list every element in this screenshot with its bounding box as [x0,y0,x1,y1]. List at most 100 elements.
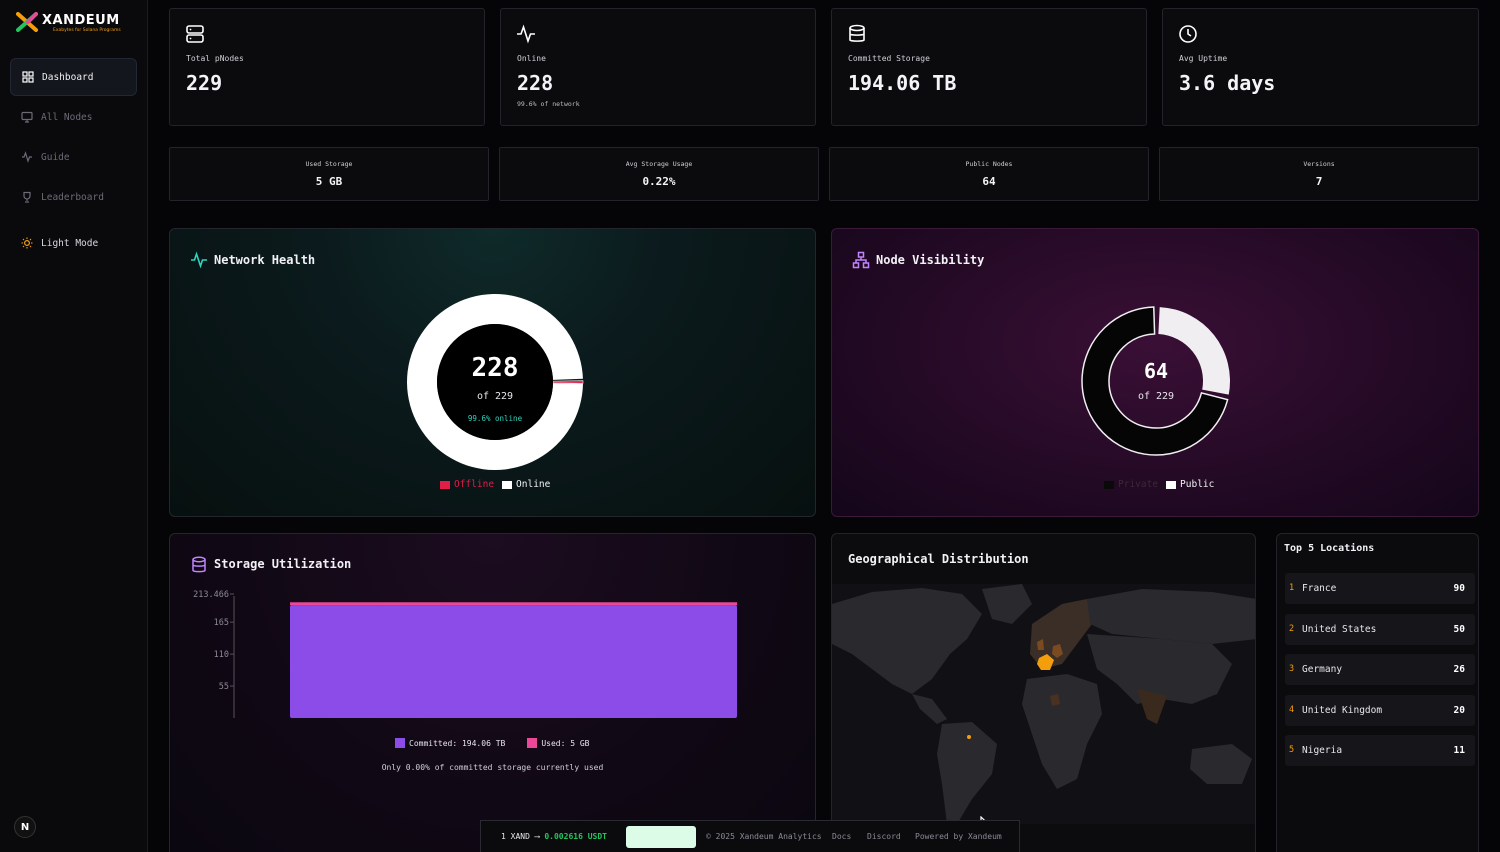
visibility-center-value: 64 [1143,359,1169,383]
powered-by-link[interactable]: Powered by Xandeum [915,832,1002,841]
mini-stat-versions: Versions 7 [1159,147,1479,201]
sidebar-item-label: Guide [41,151,70,163]
stat-label: Total pNodes [186,54,244,63]
discord-link[interactable]: Discord [867,832,901,841]
mini-stat-value: 64 [982,175,996,188]
stat-card-online: Online 228 99.6% of network [500,8,816,126]
user-avatar[interactable]: N [14,816,36,838]
world-map[interactable] [832,584,1256,824]
map-region-india[interactable] [1137,689,1167,724]
monitor-icon [21,111,33,123]
map-region-australia[interactable] [1190,744,1252,784]
map-region-europe[interactable] [1030,599,1092,669]
panel-title: Network Health [214,253,316,267]
copyright-text: © 2025 Xandeum Analytics [706,832,822,841]
donut-slice-offline[interactable] [552,380,584,384]
legend-swatch-online [502,480,513,489]
location-rank: 1 [1289,583,1295,593]
location-row[interactable]: 2 United States 50 [1285,614,1475,645]
theme-toggle-label: Light Mode [41,237,99,249]
storage-legend: Committed: 194.06 TB Used: 5 GB [395,738,590,748]
stat-value: 194.06 TB [848,71,957,95]
activity-icon [22,151,32,163]
sidebar-item-label: All Nodes [41,111,93,123]
mini-stat-avg-storage-usage: Avg Storage Usage 0.22% [499,147,819,201]
map-marker[interactable] [967,735,971,739]
map-region-south-america[interactable] [937,722,997,824]
network-health-panel: Network Health 228 of 229 99.6% online O… [169,228,816,517]
bar-used[interactable] [290,602,737,606]
location-rank: 4 [1289,705,1295,715]
map-region-africa[interactable] [1022,674,1102,789]
y-tick-label: 110 [214,650,229,660]
storage-note: Only 0.00% of committed storage currentl… [381,763,604,772]
health-center-pct: 99.6% online [467,414,523,423]
legend-swatch-public [1166,480,1177,489]
stat-subtext: 99.6% of network [517,100,580,108]
top-locations-panel: Top 5 Locations 1 France 90 2 United Sta… [1276,533,1479,852]
health-legend: Offline Online [440,479,550,490]
footer-bar: 1 XAND ⟶ 0.002616 USDT © 2025 Xandeum An… [480,820,1020,852]
mini-stat-value: 7 [1315,175,1323,188]
network-health-donut [407,294,584,471]
panel-title: Geographical Distribution [848,552,1029,566]
sidebar-item-dashboard[interactable]: Dashboard [10,58,137,96]
server-icon [186,25,204,43]
sidebar-item-leaderboard[interactable]: Leaderboard [10,178,137,216]
xand-price-value: 0.002616 USDT [544,832,607,841]
docs-link[interactable]: Docs [832,832,852,841]
donut-slice-public[interactable] [1158,307,1230,395]
sidebar-item-all-nodes[interactable]: All Nodes [10,98,137,136]
location-row[interactable]: 1 France 90 [1285,573,1475,604]
map-region-asia[interactable] [1087,634,1232,704]
location-name: France [1302,583,1337,594]
stat-value: 228 [517,71,554,95]
node-visibility-donut [1081,306,1230,456]
grid-icon [22,71,34,83]
node-visibility-arcs [1081,306,1230,456]
legend-label-committed: Committed: 194.06 TB [409,738,506,748]
map-highlight-nigeria[interactable] [1050,694,1060,706]
geo-distribution-panel: Geographical Distribution [831,533,1256,852]
map-highlight-united-kingdom[interactable] [1037,639,1044,650]
legend-label-offline: Offline [454,479,495,490]
stat-card-total-pnodes: Total pNodes 229 [169,8,485,126]
map-highlight-germany[interactable] [1052,644,1063,658]
database-icon [192,556,206,573]
legend-swatch-offline [440,480,450,489]
brand-logo[interactable]: XANDEUM Exabytes for Solana Programs [16,12,136,38]
location-rank: 3 [1289,664,1295,674]
location-row[interactable]: 4 United Kingdom 20 [1285,695,1475,726]
health-center-value: 228 [471,353,519,383]
theme-toggle[interactable]: Light Mode [10,224,137,262]
visibility-legend: Private Public [1104,479,1214,490]
location-name: Germany [1302,664,1343,675]
brand-tagline: Exabytes for Solana Programs [53,28,121,33]
legend-swatch-private [1104,480,1114,489]
map-region-central-america[interactable] [912,694,947,724]
sidebar-item-guide[interactable]: Guide [10,138,137,176]
network-icon [852,251,870,269]
map-region-greenland[interactable] [982,584,1032,624]
y-tick-label: 213.466 [193,590,229,600]
location-row[interactable]: 5 Nigeria 11 [1285,735,1475,766]
map-highlight-france[interactable] [1037,654,1054,670]
stat-label: Online [517,54,546,63]
donut-slice-private[interactable] [1081,306,1229,456]
brand-name: XANDEUM [42,13,120,28]
stat-value: 3.6 days [1179,71,1276,95]
price-action-button[interactable] [626,826,696,848]
mini-stat-used-storage: Used Storage 5 GB [169,147,489,201]
map-region-north-asia[interactable] [1087,589,1256,644]
stat-label: Avg Uptime [1179,54,1228,63]
location-row[interactable]: 3 Germany 26 [1285,654,1475,685]
panel-title: Top 5 Locations [1284,543,1375,554]
legend-label-online: Online [516,479,551,490]
donut-slice-online[interactable] [407,294,583,471]
map-region-north-america[interactable] [832,588,982,694]
bar-committed[interactable] [290,605,737,718]
node-visibility-panel: Node Visibility 64 of 229 Private Public [831,228,1479,517]
sun-icon [21,237,33,249]
y-tick-label: 165 [214,618,229,628]
clock-icon [1179,25,1197,43]
